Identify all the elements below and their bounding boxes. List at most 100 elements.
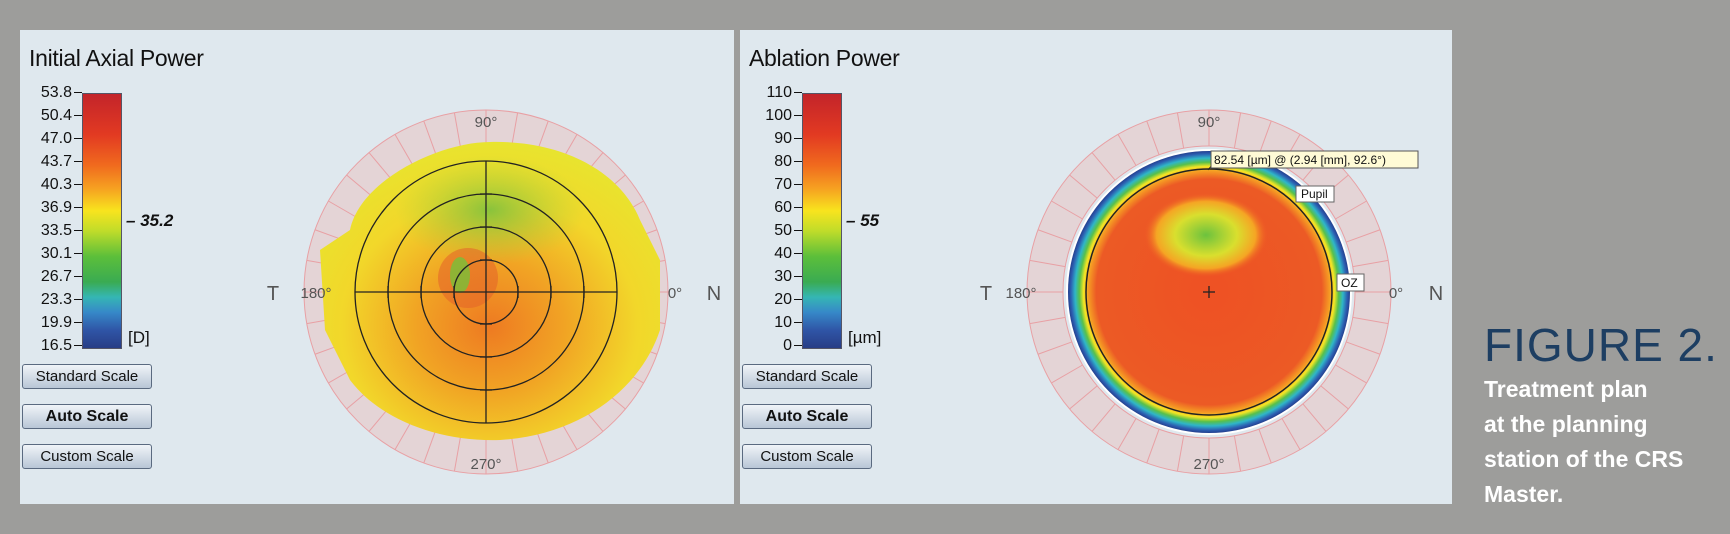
axial-power-map: 90° 270° 180° 0° T N [267,109,721,475]
scale-tick: 30.1 [41,246,82,262]
pupil-label: Pupil [1301,187,1328,201]
degree-spoke [1176,112,1185,149]
degree-spoke [1146,429,1160,464]
scale-tick: 100 [765,108,802,124]
scale-tick: 70 [774,177,802,193]
scale-tick: 80 [774,154,802,170]
degree-spoke [1146,120,1160,155]
scale-tick: 26.7 [41,269,82,285]
degree-spoke [1302,403,1327,432]
standard-scale-button[interactable]: Standard Scale [22,364,152,389]
degree-spoke [510,112,519,149]
value-tooltip [1210,150,1419,169]
scale-tick: 33.5 [41,223,82,239]
custom-scale-button[interactable]: Custom Scale [22,444,152,469]
degree-spoke [1320,385,1349,410]
degree-spoke [1051,364,1083,384]
scale-tick: 23.3 [41,292,82,308]
degree-spoke [1091,403,1116,432]
scale-tick: 40 [774,246,802,262]
degree-spoke [423,429,437,464]
degree-spoke [1233,435,1242,472]
side-temporal: T [980,283,992,305]
figure-label: FIGURE 2. [1484,319,1718,371]
degree-spoke [1029,316,1066,325]
ablation-power-map: 82.54 [µm] @ (2.94 [mm], 92.6°) Pupil OZ… [980,109,1443,475]
degree-spoke [1233,112,1242,149]
side-temporal: T [267,283,279,305]
scale-tick: 47.0 [41,131,82,147]
caption-line: Treatment plan [1484,376,1648,402]
degree-spoke [1069,385,1098,410]
angle-90: 90° [1198,114,1221,131]
custom-scale-button[interactable]: Custom Scale [742,444,872,469]
degree-spoke [423,120,437,155]
scale-tick: 16.5 [41,338,82,354]
scale-tick: 19.9 [41,315,82,331]
degree-spoke [1258,120,1272,155]
angle-180: 180° [1005,285,1036,302]
scale-tick: 10 [774,315,802,331]
scale-tick: 43.7 [41,154,82,170]
degree-spoke [1352,316,1389,325]
side-nasal: N [1429,283,1443,305]
marker-value: 35.2 [140,211,174,230]
figure-caption: Treatment plan at the planning station o… [1484,372,1724,512]
degree-spoke [1117,134,1137,166]
degree-spoke [1069,174,1098,199]
scale-tick: 30 [774,269,802,285]
degree-spoke [1037,229,1072,243]
degree-spoke [1335,364,1367,384]
caption-line: Master. [1484,481,1564,507]
color-scale-ticks: 53.8 50.4 47.0 43.7 40.3 36.9 33.5 30.1 … [20,85,82,354]
tooltip-text: 82.54 [µm] @ (2.94 [mm], 92.6°) [1214,153,1386,167]
angle-0: 0° [668,285,682,302]
degree-spoke [453,435,462,472]
scale-tick: 53.8 [41,85,82,101]
degree-spoke [346,174,375,199]
angle-270: 270° [470,456,501,473]
degree-spoke [510,435,519,472]
axial-power-panel: Initial Axial Power 53.8 50.4 47.0 43.7 … [20,30,734,504]
angle-90: 90° [475,114,498,131]
color-scale-bar [802,93,842,349]
color-scale-bar [82,93,122,349]
scale-tick: 90 [774,131,802,147]
scale-tick: 36.9 [41,200,82,216]
degree-spoke [328,200,360,220]
scale-tick: 0 [783,338,802,354]
auto-scale-button[interactable]: Auto Scale [742,404,872,429]
standard-scale-button[interactable]: Standard Scale [742,364,872,389]
caption-line: at the planning [1484,411,1648,437]
degree-spoke [1117,418,1137,450]
degree-spoke [1281,418,1301,450]
degree-spoke [1051,200,1083,220]
scale-tick: 50 [774,223,802,239]
scale-unit: [µm] [848,328,882,347]
scale-marker-value: – 35.2 [126,211,174,230]
ablation-power-panel: Ablation Power 110 100 90 80 70 60 50 40… [740,30,1452,504]
scale-tick: 60 [774,200,802,216]
scale-unit: [D] [128,328,150,347]
auto-scale-button[interactable]: Auto Scale [22,404,152,429]
oz-label: OZ [1341,276,1358,290]
degree-spoke [394,134,414,166]
degree-spoke [1258,429,1272,464]
panel-title: Ablation Power [749,45,900,71]
angle-270: 270° [1193,456,1224,473]
degree-spoke [1029,259,1066,268]
crosshair-ticks [387,193,585,391]
degree-spoke [453,112,462,149]
caption-line: station of the CRS [1484,446,1684,472]
side-nasal: N [707,283,721,305]
degree-spoke [1346,341,1381,355]
marker-value: 55 [860,211,880,230]
degree-spoke [1037,341,1072,355]
angle-0: 0° [1389,285,1403,302]
color-scale-ticks: 110 100 90 80 70 60 50 40 30 20 10 0 [740,85,802,354]
degree-spoke [1352,259,1389,268]
degree-spoke [1091,152,1116,181]
degree-spoke [1335,200,1367,220]
scale-tick: 110 [766,85,802,101]
ablation-hotspot [1144,193,1268,277]
